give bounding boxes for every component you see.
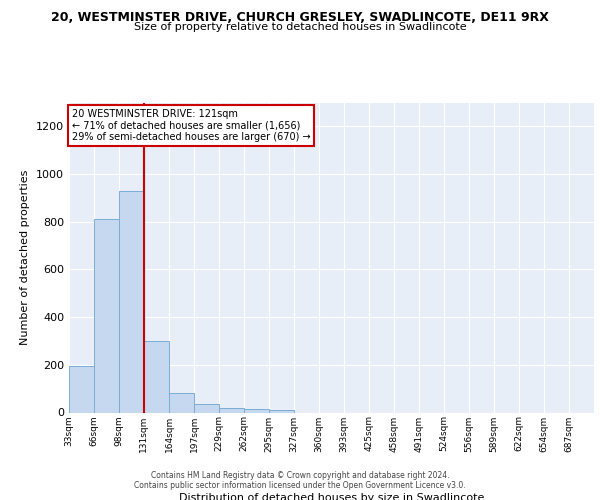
Bar <box>269 410 293 412</box>
Text: 20, WESTMINSTER DRIVE, CHURCH GRESLEY, SWADLINCOTE, DE11 9RX: 20, WESTMINSTER DRIVE, CHURCH GRESLEY, S… <box>51 11 549 24</box>
Bar <box>94 220 119 412</box>
Bar <box>219 408 244 412</box>
Bar <box>69 366 94 412</box>
Text: Size of property relative to detached houses in Swadlincote: Size of property relative to detached ho… <box>134 22 466 32</box>
Bar <box>119 191 144 412</box>
Text: Contains HM Land Registry data © Crown copyright and database right 2024.
Contai: Contains HM Land Registry data © Crown c… <box>134 470 466 490</box>
Bar <box>194 404 219 412</box>
Bar <box>144 341 169 412</box>
Bar <box>169 393 194 412</box>
X-axis label: Distribution of detached houses by size in Swadlincote: Distribution of detached houses by size … <box>179 494 484 500</box>
Bar <box>244 409 269 412</box>
Text: 20 WESTMINSTER DRIVE: 121sqm
← 71% of detached houses are smaller (1,656)
29% of: 20 WESTMINSTER DRIVE: 121sqm ← 71% of de… <box>71 108 310 142</box>
Y-axis label: Number of detached properties: Number of detached properties <box>20 170 31 345</box>
